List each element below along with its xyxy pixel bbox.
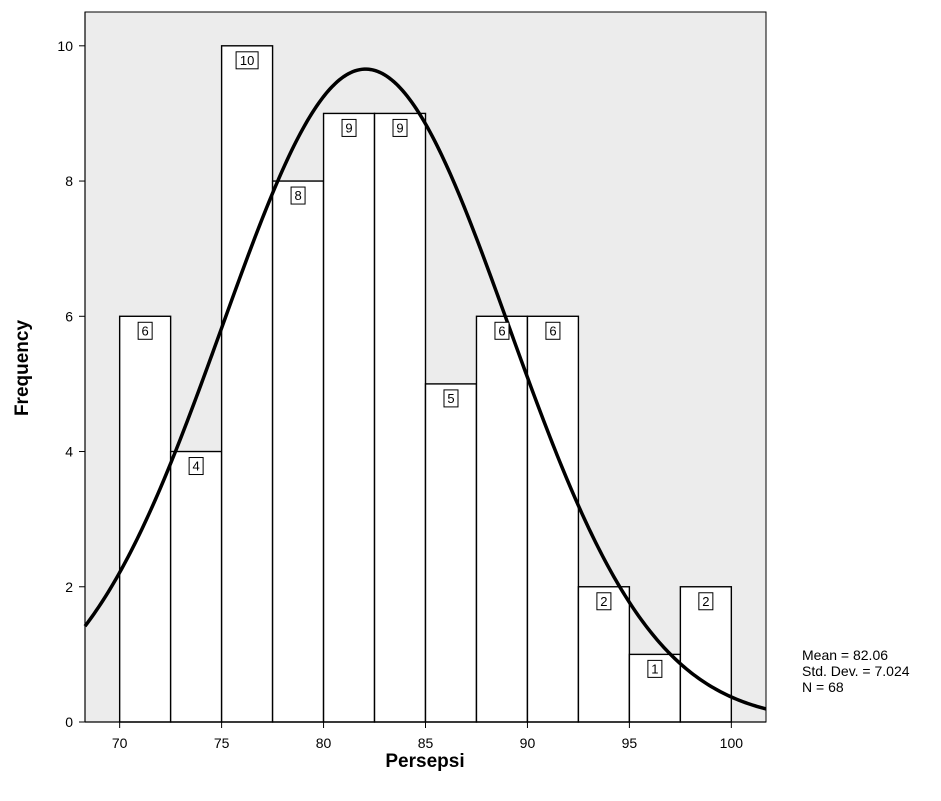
x-tick-label: 80 [316,735,332,751]
bar-value-label: 6 [545,321,561,340]
svg-text:10: 10 [240,53,254,68]
bar-value-label: 9 [341,118,357,137]
histogram-bar [322,112,376,723]
svg-text:6: 6 [142,323,149,338]
x-tick-label: 95 [622,735,638,751]
y-tick-label: 6 [65,308,73,324]
histogram-bar [169,450,223,723]
svg-text:4: 4 [193,459,200,474]
bar-value-label: 2 [698,592,714,611]
histogram-bar [526,315,580,723]
x-tick-label: 100 [720,735,744,751]
bar-value-label: 6 [137,321,153,340]
svg-text:2: 2 [702,594,709,609]
svg-text:9: 9 [345,120,352,135]
bar-value-label: 2 [596,592,612,611]
x-axis-title: Persepsi [385,751,464,772]
svg-text:2: 2 [600,594,607,609]
y-axis-title: Frequency [12,320,33,417]
svg-text:9: 9 [396,120,403,135]
histogram-bar [220,45,274,723]
y-tick-label: 4 [65,444,73,460]
svg-text:6: 6 [498,323,505,338]
y-tick-label: 2 [65,579,73,595]
normal-curve [83,67,767,711]
histogram-bar [373,112,427,723]
svg-text:5: 5 [447,391,454,406]
bar-value-label: 5 [443,389,459,408]
bar-value-label: 10 [235,51,259,70]
y-tick-label: 0 [65,714,73,730]
bar-value-label: 8 [290,186,306,205]
svg-text:8: 8 [294,188,301,203]
y-tick-label: 10 [57,38,73,54]
x-tick-label: 75 [214,735,230,751]
histogram-bar [475,315,529,723]
histogram-bar [424,383,478,723]
x-tick-label: 70 [112,735,128,751]
svg-text:6: 6 [549,323,556,338]
x-tick-label: 85 [418,735,434,751]
bar-value-label: 1 [647,659,663,678]
bar-value-label: 9 [392,118,408,137]
bar-value-label: 4 [188,457,204,476]
stats-line: N = 68 [802,679,844,695]
stats-line: Std. Dev. = 7.024 [802,663,910,679]
bar-value-label: 6 [494,321,510,340]
stats-line: Mean = 82.06 [802,647,888,663]
y-tick-label: 8 [65,173,73,189]
histogram-bar [271,180,325,723]
svg-text:1: 1 [651,661,658,676]
x-tick-label: 90 [520,735,536,751]
